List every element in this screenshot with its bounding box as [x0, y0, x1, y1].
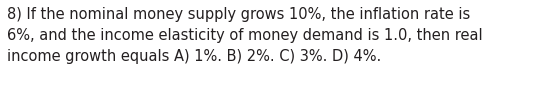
- Text: 8) If the nominal money supply grows 10%, the inflation rate is
6%, and the inco: 8) If the nominal money supply grows 10%…: [7, 7, 482, 64]
